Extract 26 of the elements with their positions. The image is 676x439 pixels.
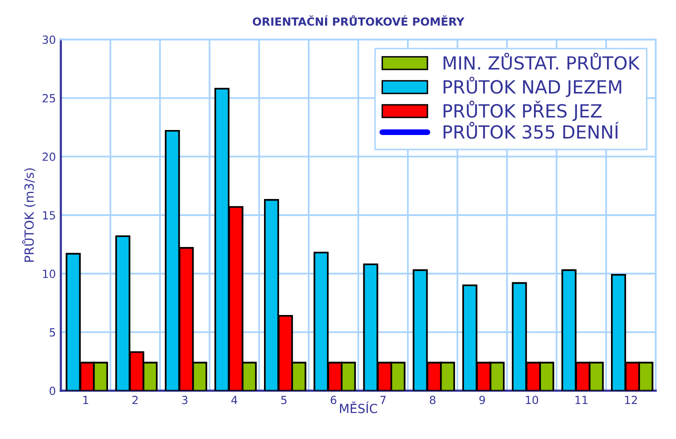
x-tick-label: 1 (83, 396, 88, 404)
x-tick-label: 8 (430, 396, 436, 404)
legend-label: MIN. ZŮSTAT. PRŮTOK (444, 52, 640, 70)
x-tick-label: 9 (479, 396, 485, 404)
y-tick-label: 15 (43, 211, 56, 220)
y-tick-label: 0 (50, 386, 56, 396)
x-tick-label: 5 (281, 396, 286, 404)
legend-label: PRŮTOK 355 DENNÍ (444, 122, 619, 139)
x-tick-label: 7 (380, 396, 386, 404)
y-tick-label: 30 (42, 35, 56, 44)
y-tick-label: 20 (42, 152, 56, 161)
y-tick-label: 5 (50, 328, 56, 337)
x-tick-label: 11 (576, 396, 588, 404)
x-axis-title: MĚSÍC (340, 401, 378, 414)
legend-label: PRŮTOK PŘES JEZ (444, 100, 602, 122)
x-tick-label: 12 (625, 396, 637, 404)
legend-label: PRŮTOK NAD JEZEM (444, 76, 622, 98)
x-tick-label: 4 (231, 396, 238, 404)
x-tick-label: 3 (182, 396, 188, 404)
y-axis-title: PRŮTOK (m3/s) (22, 168, 36, 262)
y-tick-label: 25 (42, 94, 56, 102)
y-tick-label: 10 (43, 270, 56, 278)
x-tick-label: 10 (526, 396, 538, 404)
x-tick-label: 2 (132, 396, 138, 404)
x-tick-label: 6 (330, 396, 336, 404)
chart-title: ORIENTAČNÍ PRŮTOKOVÉ POMĚRY (252, 15, 464, 26)
